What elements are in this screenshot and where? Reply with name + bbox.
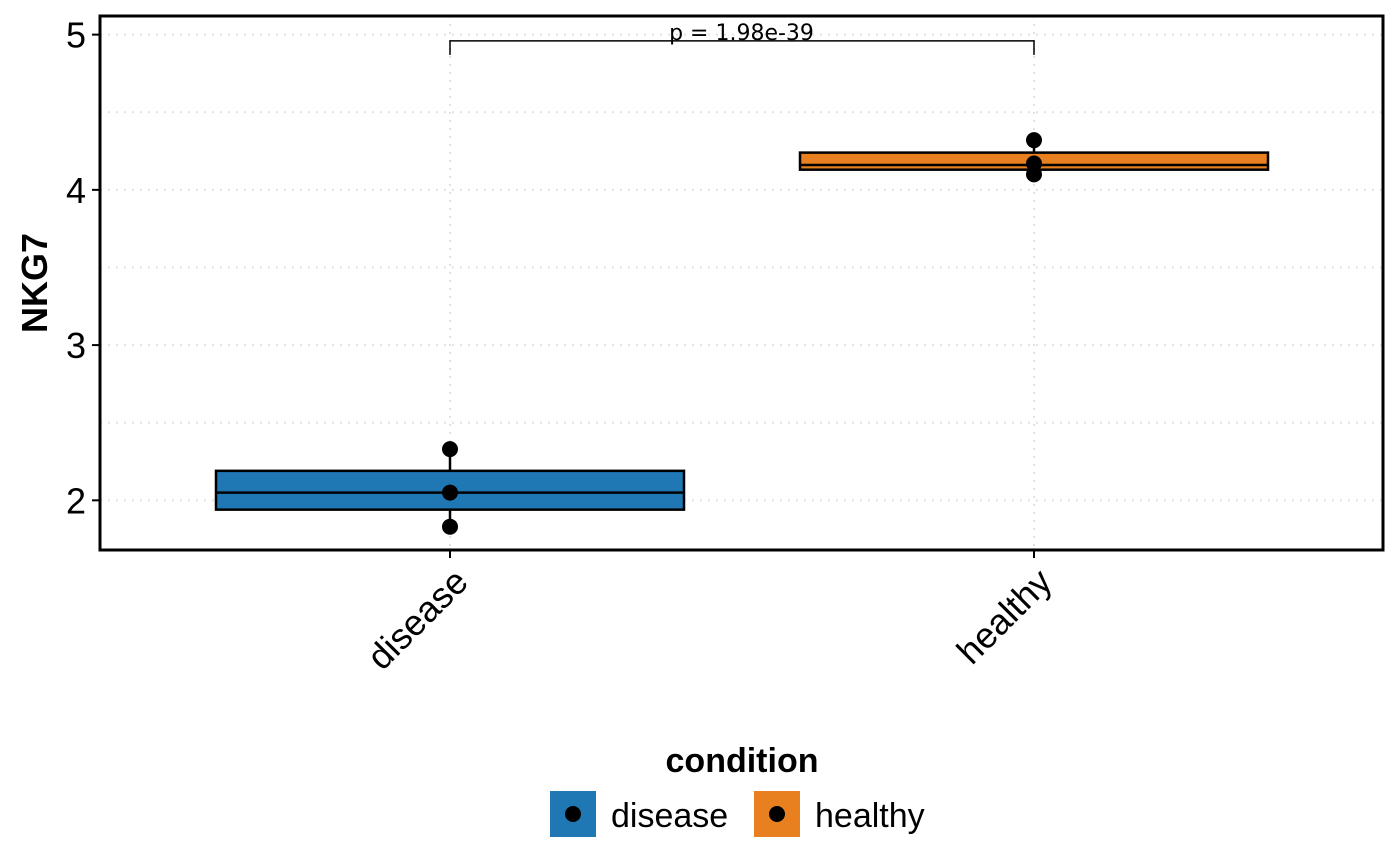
box-disease xyxy=(214,469,686,511)
legend-title: condition xyxy=(666,742,819,780)
legend-point-icon xyxy=(769,806,785,822)
x-tick-label: healthy xyxy=(949,561,1060,672)
legend: condition disease healthy xyxy=(550,742,925,837)
box-layer xyxy=(214,140,1270,527)
y-axis-title: NKG7 xyxy=(14,233,55,333)
data-point xyxy=(442,518,458,535)
data-point xyxy=(1026,132,1042,149)
y-tick-label: 5 xyxy=(66,15,86,56)
y-tick-label: 3 xyxy=(66,325,86,366)
p-value-annotation: p = 1.98e-39 xyxy=(669,21,814,46)
point-layer xyxy=(442,132,1042,535)
legend-label-healthy: healthy xyxy=(815,797,925,835)
y-tick-label: 4 xyxy=(66,170,86,211)
data-point xyxy=(442,441,458,458)
significance-bracket xyxy=(449,40,1035,55)
bracket-line xyxy=(449,40,1035,55)
plot-frame xyxy=(98,14,1385,552)
data-point xyxy=(1026,166,1042,183)
legend-point-icon xyxy=(565,806,581,822)
legend-label-disease: disease xyxy=(611,797,728,835)
data-point xyxy=(442,484,458,501)
grid-lines xyxy=(100,16,1383,550)
y-tick-label: 2 xyxy=(66,480,86,521)
axis-layer: 2 3 4 5 disease healthy xyxy=(66,15,1060,678)
x-tick-label: disease xyxy=(359,561,476,678)
